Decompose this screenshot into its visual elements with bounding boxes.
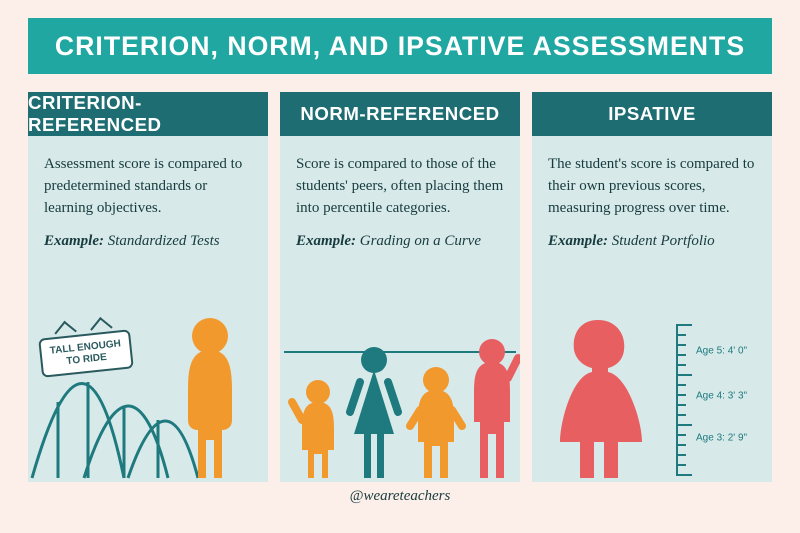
ruler-tick [676, 354, 686, 356]
columns-container: CRITERION-REFERENCED Assessment score is… [28, 92, 772, 482]
ruler-tick [676, 384, 686, 386]
ruler-label: Age 5: 4' 0" [696, 346, 747, 357]
example-label: Example: [296, 233, 356, 249]
attribution: @weareteachers [28, 488, 772, 505]
ruler-tick [676, 344, 686, 346]
ruler-label: Age 3: 2' 9" [696, 433, 747, 444]
column-description: Assessment score is compared to predeter… [44, 154, 252, 219]
ruler-tick [676, 424, 692, 426]
example-value: Grading on a Curve [360, 233, 481, 249]
ruler-tick [676, 404, 686, 406]
child-profile-icon [546, 312, 656, 482]
example-label: Example: [548, 233, 608, 249]
growth-ruler: Age 5: 4' 0" Age 4: 3' 3" Age 3: 2' 9" [676, 324, 764, 474]
column-header-label: NORM-REFERENCED [300, 103, 499, 125]
example-value: Standardized Tests [108, 233, 220, 249]
column-example: Example: Student Portfolio [548, 233, 756, 250]
example-value: Student Portfolio [612, 233, 715, 249]
ruler-tick [676, 414, 686, 416]
ruler-tick [676, 394, 686, 396]
ruler-tick [676, 324, 692, 326]
title-bar: CRITERION, NORM, AND IPSATIVE ASSESSMENT… [28, 18, 772, 74]
norm-illustration [280, 312, 520, 482]
column-body: The student's score is compared to their… [532, 136, 772, 482]
ruler-line [676, 324, 678, 474]
criterion-illustration: TALL ENOUGH TO RIDE [28, 312, 268, 482]
column-example: Example: Grading on a Curve [296, 233, 504, 250]
column-ipsative: IPSATIVE The student's score is compared… [532, 92, 772, 482]
column-body: Assessment score is compared to predeter… [28, 136, 268, 482]
ruler-tick [676, 374, 692, 376]
ruler-tick [676, 364, 686, 366]
ruler-tick [676, 474, 692, 476]
example-label: Example: [44, 233, 104, 249]
child-silhouette-icon [170, 312, 250, 482]
infographic-page: CRITERION, NORM, AND IPSATIVE ASSESSMENT… [0, 0, 800, 533]
column-header: NORM-REFERENCED [280, 92, 520, 136]
column-description: Score is compared to those of the studen… [296, 154, 504, 219]
ruler-tick [676, 454, 686, 456]
ruler-label: Age 4: 3' 3" [696, 391, 747, 402]
column-header-label: IPSATIVE [608, 103, 696, 125]
ruler-tick [676, 464, 686, 466]
column-criterion: CRITERION-REFERENCED Assessment score is… [28, 92, 268, 482]
column-norm: NORM-REFERENCED Score is compared to tho… [280, 92, 520, 482]
children-lineup-icon [280, 312, 520, 482]
ruler-tick [676, 434, 686, 436]
column-header: CRITERION-REFERENCED [28, 92, 268, 136]
column-description: The student's score is compared to their… [548, 154, 756, 219]
column-body: Score is compared to those of the studen… [280, 136, 520, 482]
page-title: CRITERION, NORM, AND IPSATIVE ASSESSMENT… [55, 31, 745, 62]
column-header: IPSATIVE [532, 92, 772, 136]
ruler-tick [676, 334, 686, 336]
ruler-tick [676, 444, 686, 446]
column-example: Example: Standardized Tests [44, 233, 252, 250]
column-header-label: CRITERION-REFERENCED [28, 92, 268, 136]
attribution-text: @weareteachers [350, 488, 451, 504]
ipsative-illustration: Age 5: 4' 0" Age 4: 3' 3" Age 3: 2' 9" [532, 312, 772, 482]
